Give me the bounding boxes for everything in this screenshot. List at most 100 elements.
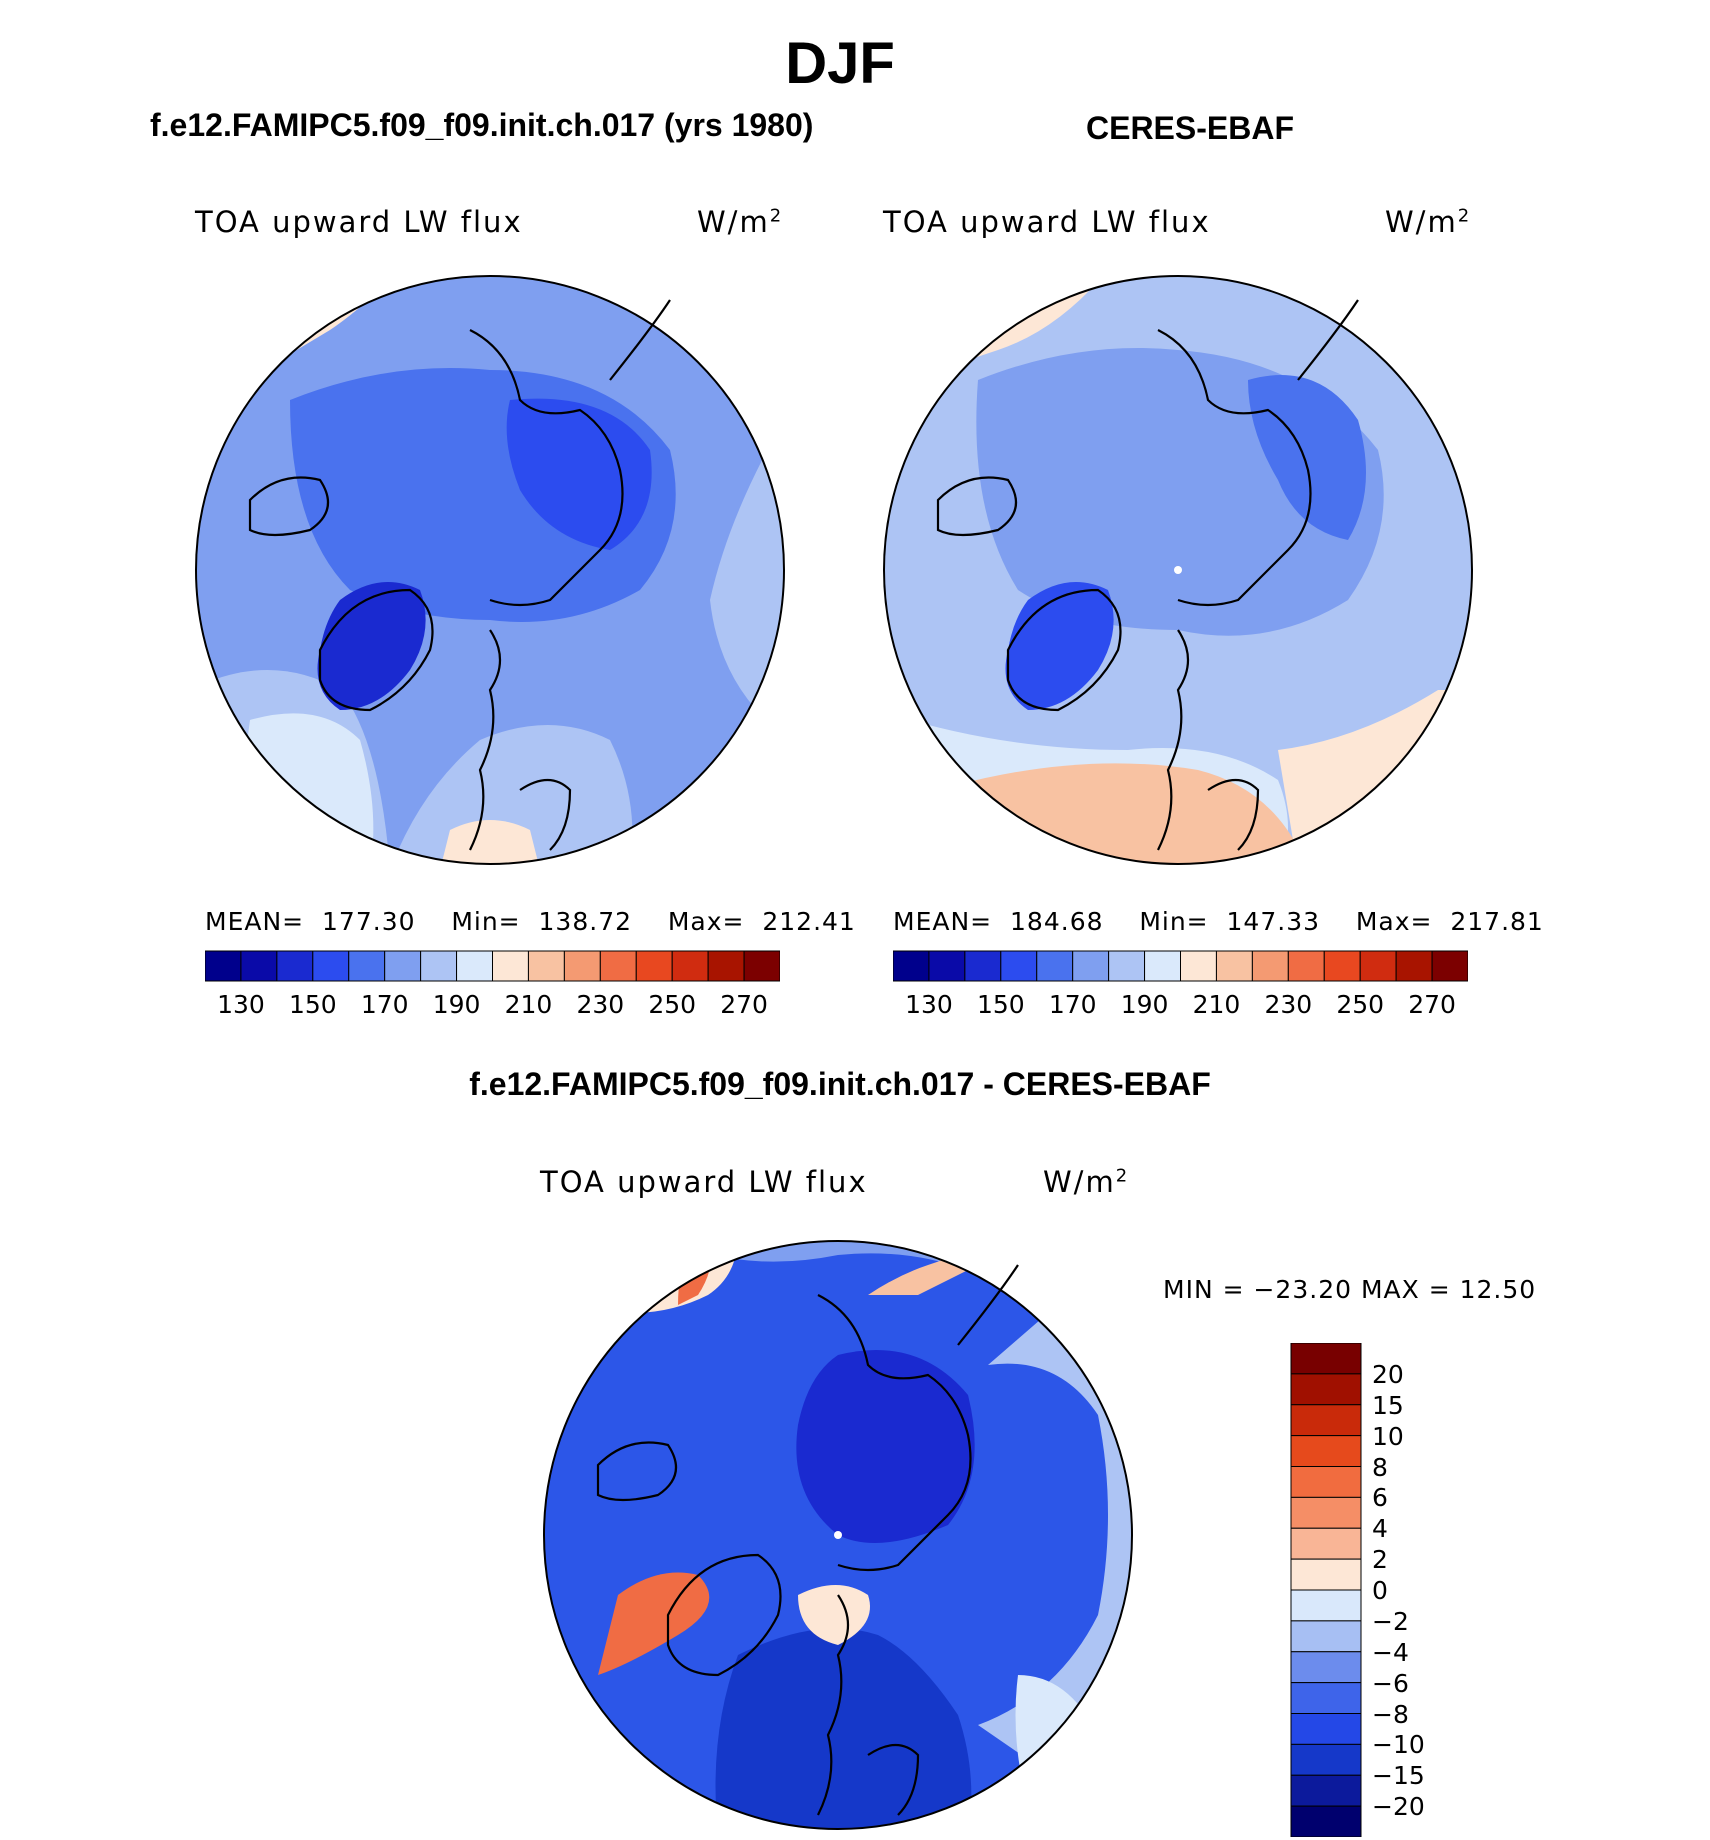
model-max-label: Max=: [667, 907, 745, 936]
colorbar-swatch: [707, 950, 745, 982]
colorbar-tick-label: 250: [1336, 990, 1385, 1019]
diff-colorbar: [1290, 1343, 1362, 1837]
obs-stats: MEAN= 184.68 Min= 147.33 Max= 217.81: [893, 907, 1544, 936]
obs-units-base: W/m: [1385, 205, 1458, 239]
obs-mean-label: MEAN=: [893, 907, 993, 936]
colorbar-swatch: [1323, 950, 1361, 982]
model-max-value: 212.41: [762, 907, 856, 936]
diff-coastlines: [596, 1264, 1019, 1816]
diff-colorbar-tick-label: −8: [1372, 1699, 1409, 1729]
diff-colorbar-tick-label: −10: [1372, 1730, 1425, 1760]
diff-map-border: [543, 1240, 1133, 1830]
obs-units-exp: 2: [1457, 205, 1472, 227]
colorbar-swatch: [527, 950, 565, 982]
colorbar-swatch: [1251, 950, 1289, 982]
diff-colorbar-tick-label: 4: [1372, 1514, 1388, 1544]
model-deeper-region-siberia: [506, 398, 652, 550]
colorbar-tick-label: 150: [976, 990, 1025, 1019]
obs-map-border: [883, 275, 1473, 865]
diff-colorbar-tick-label: 15: [1372, 1390, 1404, 1420]
obs-coastlines: [936, 299, 1359, 851]
colorbar-tick-label: 270: [720, 990, 768, 1019]
diff-warm-region-iceland: [798, 1585, 870, 1645]
diff-colorbar-tick-label: 6: [1372, 1483, 1388, 1513]
colorbar-swatch: [384, 950, 422, 982]
obs-polar-map: [883, 275, 1473, 865]
colorbar-swatch: [1395, 950, 1433, 982]
diff-colorbar-ticks: 20 15 10 8 6 4 2 0 −2 −4 −6 −8 −10 −15 −20: [1372, 1343, 1462, 1837]
diff-colorbar-swatch: [1290, 1527, 1362, 1560]
colorbar-swatch: [893, 950, 930, 982]
colorbar-tick-label: 230: [1264, 990, 1313, 1019]
colorbar-swatch: [1431, 950, 1468, 982]
colorbar-tick-label: 230: [576, 990, 625, 1019]
colorbar-swatch: [276, 950, 314, 982]
model-variable-label: TOA upward LW flux: [195, 205, 523, 239]
diff-colorbar-tick-label: 20: [1372, 1359, 1404, 1389]
colorbar-swatch: [1108, 950, 1146, 982]
colorbar-tick-label: 170: [1048, 990, 1097, 1019]
model-polar-map: [195, 275, 785, 865]
colorbar-swatch: [205, 950, 242, 982]
diff-colorbar-swatch: [1290, 1774, 1362, 1807]
colorbar-swatch: [635, 950, 673, 982]
diff-minmax: MIN = −23.20 MAX = 12.50: [1163, 1275, 1537, 1304]
colorbar-swatch: [456, 950, 493, 982]
obs-min-label: Min=: [1139, 907, 1209, 936]
diff-deep-region-atlantic: [715, 1628, 972, 1829]
obs-max-value: 217.81: [1450, 907, 1544, 936]
colorbar-tick-label: 130: [217, 990, 265, 1019]
diff-colorbar-tick-label: −4: [1372, 1637, 1409, 1667]
colorbar-swatch: [599, 950, 637, 982]
colorbar-tick-label: 190: [432, 990, 481, 1019]
diff-colorbar-tick-label: 2: [1372, 1545, 1388, 1575]
model-units-label: W/m2: [697, 205, 783, 239]
model-mean-value: 177.30: [322, 907, 416, 936]
diff-colorbar-swatch: [1290, 1343, 1362, 1375]
model-min-label: Min=: [451, 907, 521, 936]
colorbar-swatch: [964, 950, 1002, 982]
colorbar-swatch: [1000, 950, 1038, 982]
main-title: DJF: [785, 31, 895, 96]
obs-colorbar: [893, 950, 1468, 982]
diff-colorbar-swatch: [1290, 1558, 1362, 1591]
colorbar-swatch: [563, 950, 601, 982]
colorbar-tick-label: 270: [1408, 990, 1456, 1019]
diff-colorbar-tick-label: −2: [1372, 1606, 1409, 1636]
diff-colorbar-swatch: [1290, 1496, 1362, 1529]
colorbar-swatch: [240, 950, 278, 982]
obs-colorbar-ticks: 130 150 170 190 210 230 250 270: [893, 990, 1468, 1020]
diff-colorbar-tick-label: 10: [1372, 1421, 1404, 1451]
model-light-region-south: [230, 713, 374, 864]
model-colorbar-ticks: 130 150 170 190 210 230 250 270: [205, 990, 780, 1020]
model-warm-region-europe: [440, 820, 540, 864]
obs-units-label: W/m2: [1385, 205, 1471, 239]
colorbar-tick-label: 190: [1120, 990, 1169, 1019]
model-mean-label: MEAN=: [205, 907, 305, 936]
obs-mean-value: 184.68: [1010, 907, 1104, 936]
model-units-exp: 2: [769, 205, 784, 227]
colorbar-swatch: [1359, 950, 1397, 982]
colorbar-tick-label: 250: [648, 990, 697, 1019]
obs-pole-dot: [1174, 566, 1182, 574]
colorbar-swatch: [1215, 950, 1253, 982]
colorbar-swatch: [928, 950, 966, 982]
colorbar-swatch: [1287, 950, 1325, 982]
obs-variable-label: TOA upward LW flux: [883, 205, 1211, 239]
diff-units-exp: 2: [1115, 1165, 1130, 1187]
diff-colorbar-swatch: [1290, 1682, 1362, 1714]
colorbar-tick-label: 210: [1192, 990, 1241, 1019]
model-colorbar: [205, 950, 780, 982]
diff-colorbar-swatch: [1290, 1404, 1362, 1437]
colorbar-swatch: [492, 950, 529, 982]
diff-pole-dot: [834, 1531, 842, 1539]
diff-colorbar-swatch: [1290, 1651, 1362, 1684]
colorbar-swatch: [420, 950, 458, 982]
diff-colorbar-swatch: [1290, 1589, 1362, 1622]
diff-units-base: W/m: [1043, 1165, 1116, 1199]
diff-colorbar-swatch: [1290, 1373, 1362, 1406]
model-map-border: [195, 275, 785, 865]
diff-colorbar-swatch: [1290, 1743, 1362, 1776]
diff-polar-map: [543, 1240, 1133, 1830]
diff-colorbar-swatch: [1290, 1620, 1362, 1653]
